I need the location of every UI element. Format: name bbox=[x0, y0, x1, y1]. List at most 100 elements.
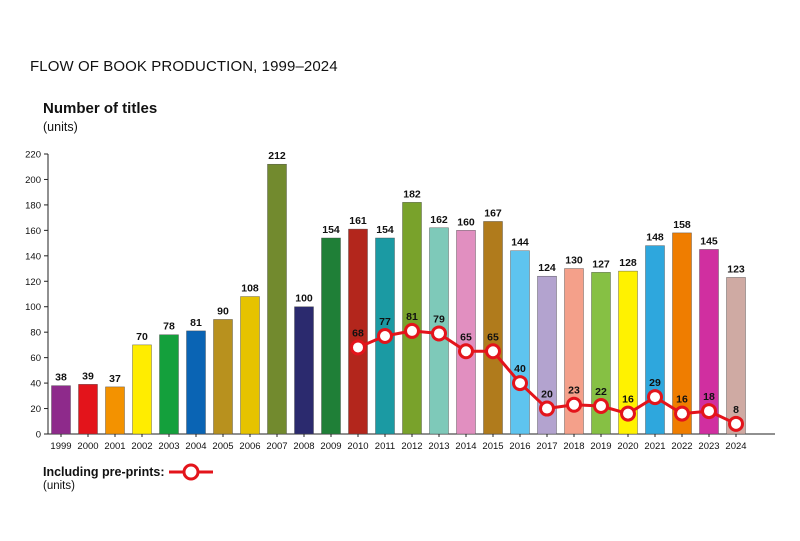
preprints-point bbox=[620, 405, 636, 422]
x-tick-label: 2018 bbox=[563, 441, 584, 452]
preprints-value-label: 16 bbox=[676, 394, 688, 406]
legend-units: (units) bbox=[43, 480, 75, 492]
preprints-point bbox=[512, 375, 528, 392]
x-tick-label: 2000 bbox=[77, 441, 98, 452]
y-axis-label: Number of titles bbox=[43, 100, 158, 117]
bar-value-label: 162 bbox=[430, 214, 448, 226]
bar-value-label: 154 bbox=[376, 224, 394, 236]
bar bbox=[267, 163, 287, 435]
preprints-value-label: 8 bbox=[733, 404, 739, 416]
bar-value-label: 38 bbox=[55, 372, 67, 384]
bar-value-label: 81 bbox=[190, 317, 202, 329]
x-tick-label: 2022 bbox=[671, 441, 692, 452]
preprints-point bbox=[485, 343, 501, 360]
bar-value-label: 212 bbox=[268, 150, 286, 162]
x-tick-label: 2010 bbox=[347, 441, 368, 452]
bar-value-label: 124 bbox=[538, 262, 556, 274]
preprints-value-label: 16 bbox=[622, 394, 634, 406]
bar-value-label: 160 bbox=[457, 216, 475, 228]
bar-value-label: 39 bbox=[82, 370, 94, 382]
x-tick-label: 2007 bbox=[266, 441, 287, 452]
bar bbox=[483, 221, 503, 435]
y-tick-label: 120 bbox=[25, 277, 41, 288]
bar-value-label: 144 bbox=[511, 237, 529, 249]
y-tick-label: 100 bbox=[25, 302, 41, 313]
x-tick-label: 2021 bbox=[644, 441, 665, 452]
x-tick-label: 2013 bbox=[428, 441, 449, 452]
bar bbox=[186, 330, 206, 435]
preprints-point bbox=[458, 343, 474, 360]
x-tick-label: 1999 bbox=[50, 441, 71, 452]
x-tick-label: 2020 bbox=[617, 441, 638, 452]
x-tick-label: 2008 bbox=[293, 441, 314, 452]
bar-value-label: 167 bbox=[484, 207, 502, 219]
bar-value-label: 158 bbox=[673, 219, 691, 231]
x-tick-label: 2006 bbox=[239, 441, 260, 452]
x-tick-label: 2019 bbox=[590, 441, 611, 452]
preprints-point bbox=[539, 400, 555, 417]
preprints-point bbox=[593, 398, 609, 414]
preprints-point bbox=[566, 396, 582, 413]
y-tick-label: 0 bbox=[36, 430, 41, 441]
preprints-value-label: 29 bbox=[649, 377, 661, 389]
y-tick-label: 80 bbox=[30, 328, 41, 339]
preprints-value-label: 40 bbox=[514, 363, 526, 375]
preprints-value-label: 65 bbox=[487, 331, 499, 343]
preprints-value-label: 18 bbox=[703, 391, 715, 403]
y-tick-label: 60 bbox=[30, 353, 41, 364]
bar bbox=[321, 237, 341, 435]
x-tick-label: 2004 bbox=[185, 441, 206, 452]
preprints-value-label: 23 bbox=[568, 385, 580, 397]
x-tick-label: 2017 bbox=[536, 441, 557, 452]
bar bbox=[105, 386, 125, 435]
y-tick-label: 40 bbox=[30, 379, 41, 390]
preprints-value-label: 20 bbox=[541, 389, 553, 401]
preprints-value-label: 77 bbox=[379, 316, 391, 328]
y-tick-label: 180 bbox=[25, 200, 41, 211]
legend-line-marker-icon bbox=[168, 463, 213, 481]
preprints-point bbox=[404, 322, 420, 339]
bar-value-label: 145 bbox=[700, 235, 718, 247]
bar bbox=[132, 344, 152, 435]
y-tick-label: 200 bbox=[25, 175, 41, 186]
x-tick-label: 2016 bbox=[509, 441, 530, 452]
bar-value-label: 100 bbox=[295, 293, 313, 305]
preprints-value-label: 22 bbox=[595, 386, 607, 398]
bar-value-label: 148 bbox=[646, 232, 664, 244]
preprints-point bbox=[350, 339, 366, 356]
preprints-point bbox=[377, 328, 393, 344]
preprints-point bbox=[728, 415, 744, 432]
y-axis-units: (units) bbox=[43, 120, 78, 134]
bar-value-label: 130 bbox=[565, 255, 583, 267]
bar bbox=[159, 334, 179, 435]
x-tick-label: 2015 bbox=[482, 441, 503, 452]
legend: Including pre-prints: bbox=[43, 462, 213, 482]
y-tick-label: 20 bbox=[30, 404, 41, 415]
bar bbox=[78, 384, 98, 435]
legend-label: Including pre-prints: bbox=[43, 465, 165, 479]
bar-value-label: 161 bbox=[349, 215, 367, 227]
bar bbox=[645, 245, 665, 435]
bar bbox=[294, 306, 314, 435]
bar bbox=[213, 319, 233, 435]
preprints-value-label: 65 bbox=[460, 331, 472, 343]
y-tick-label: 140 bbox=[25, 251, 41, 262]
preprints-value-label: 68 bbox=[352, 327, 364, 339]
x-tick-label: 2012 bbox=[401, 441, 422, 452]
preprints-point bbox=[701, 403, 717, 420]
preprints-value-label: 79 bbox=[433, 313, 445, 325]
bar-value-label: 128 bbox=[619, 257, 637, 269]
chart-title: FLOW OF BOOK PRODUCTION, 1999–2024 bbox=[30, 58, 338, 75]
y-tick-label: 220 bbox=[25, 150, 41, 161]
bar-value-label: 182 bbox=[403, 188, 421, 200]
x-tick-label: 2023 bbox=[698, 441, 719, 452]
x-tick-label: 2009 bbox=[320, 441, 341, 452]
bar bbox=[510, 250, 530, 435]
preprints-point bbox=[431, 325, 447, 342]
x-tick-label: 2002 bbox=[131, 441, 152, 452]
bar-value-label: 78 bbox=[163, 321, 175, 333]
bar bbox=[240, 296, 260, 435]
bar-value-label: 90 bbox=[217, 305, 229, 317]
x-tick-label: 2014 bbox=[455, 441, 476, 452]
